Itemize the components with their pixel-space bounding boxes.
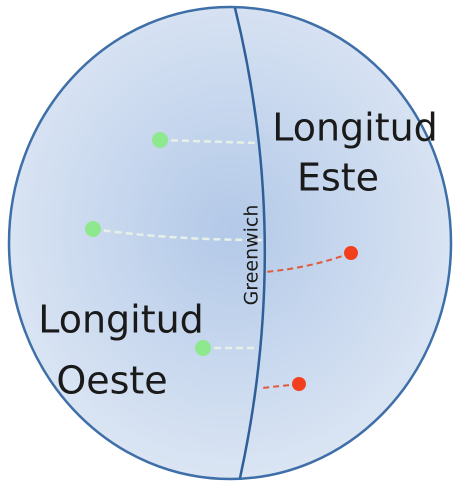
point: [292, 377, 306, 391]
point: [195, 340, 211, 356]
meridian-label: Greenwich: [241, 205, 263, 306]
point: [85, 221, 101, 237]
region-label: Longitud: [272, 106, 438, 150]
region-label: Longitud: [38, 298, 204, 342]
diagram: Greenwich Longitud Este Longitud Oeste: [0, 0, 456, 481]
point: [152, 132, 168, 148]
region-label: Oeste: [56, 359, 167, 403]
point: [344, 246, 358, 260]
globe: [9, 7, 451, 479]
page: Greenwich Longitud Este Longitud Oeste (…: [0, 0, 456, 481]
region-label: Este: [297, 156, 379, 200]
